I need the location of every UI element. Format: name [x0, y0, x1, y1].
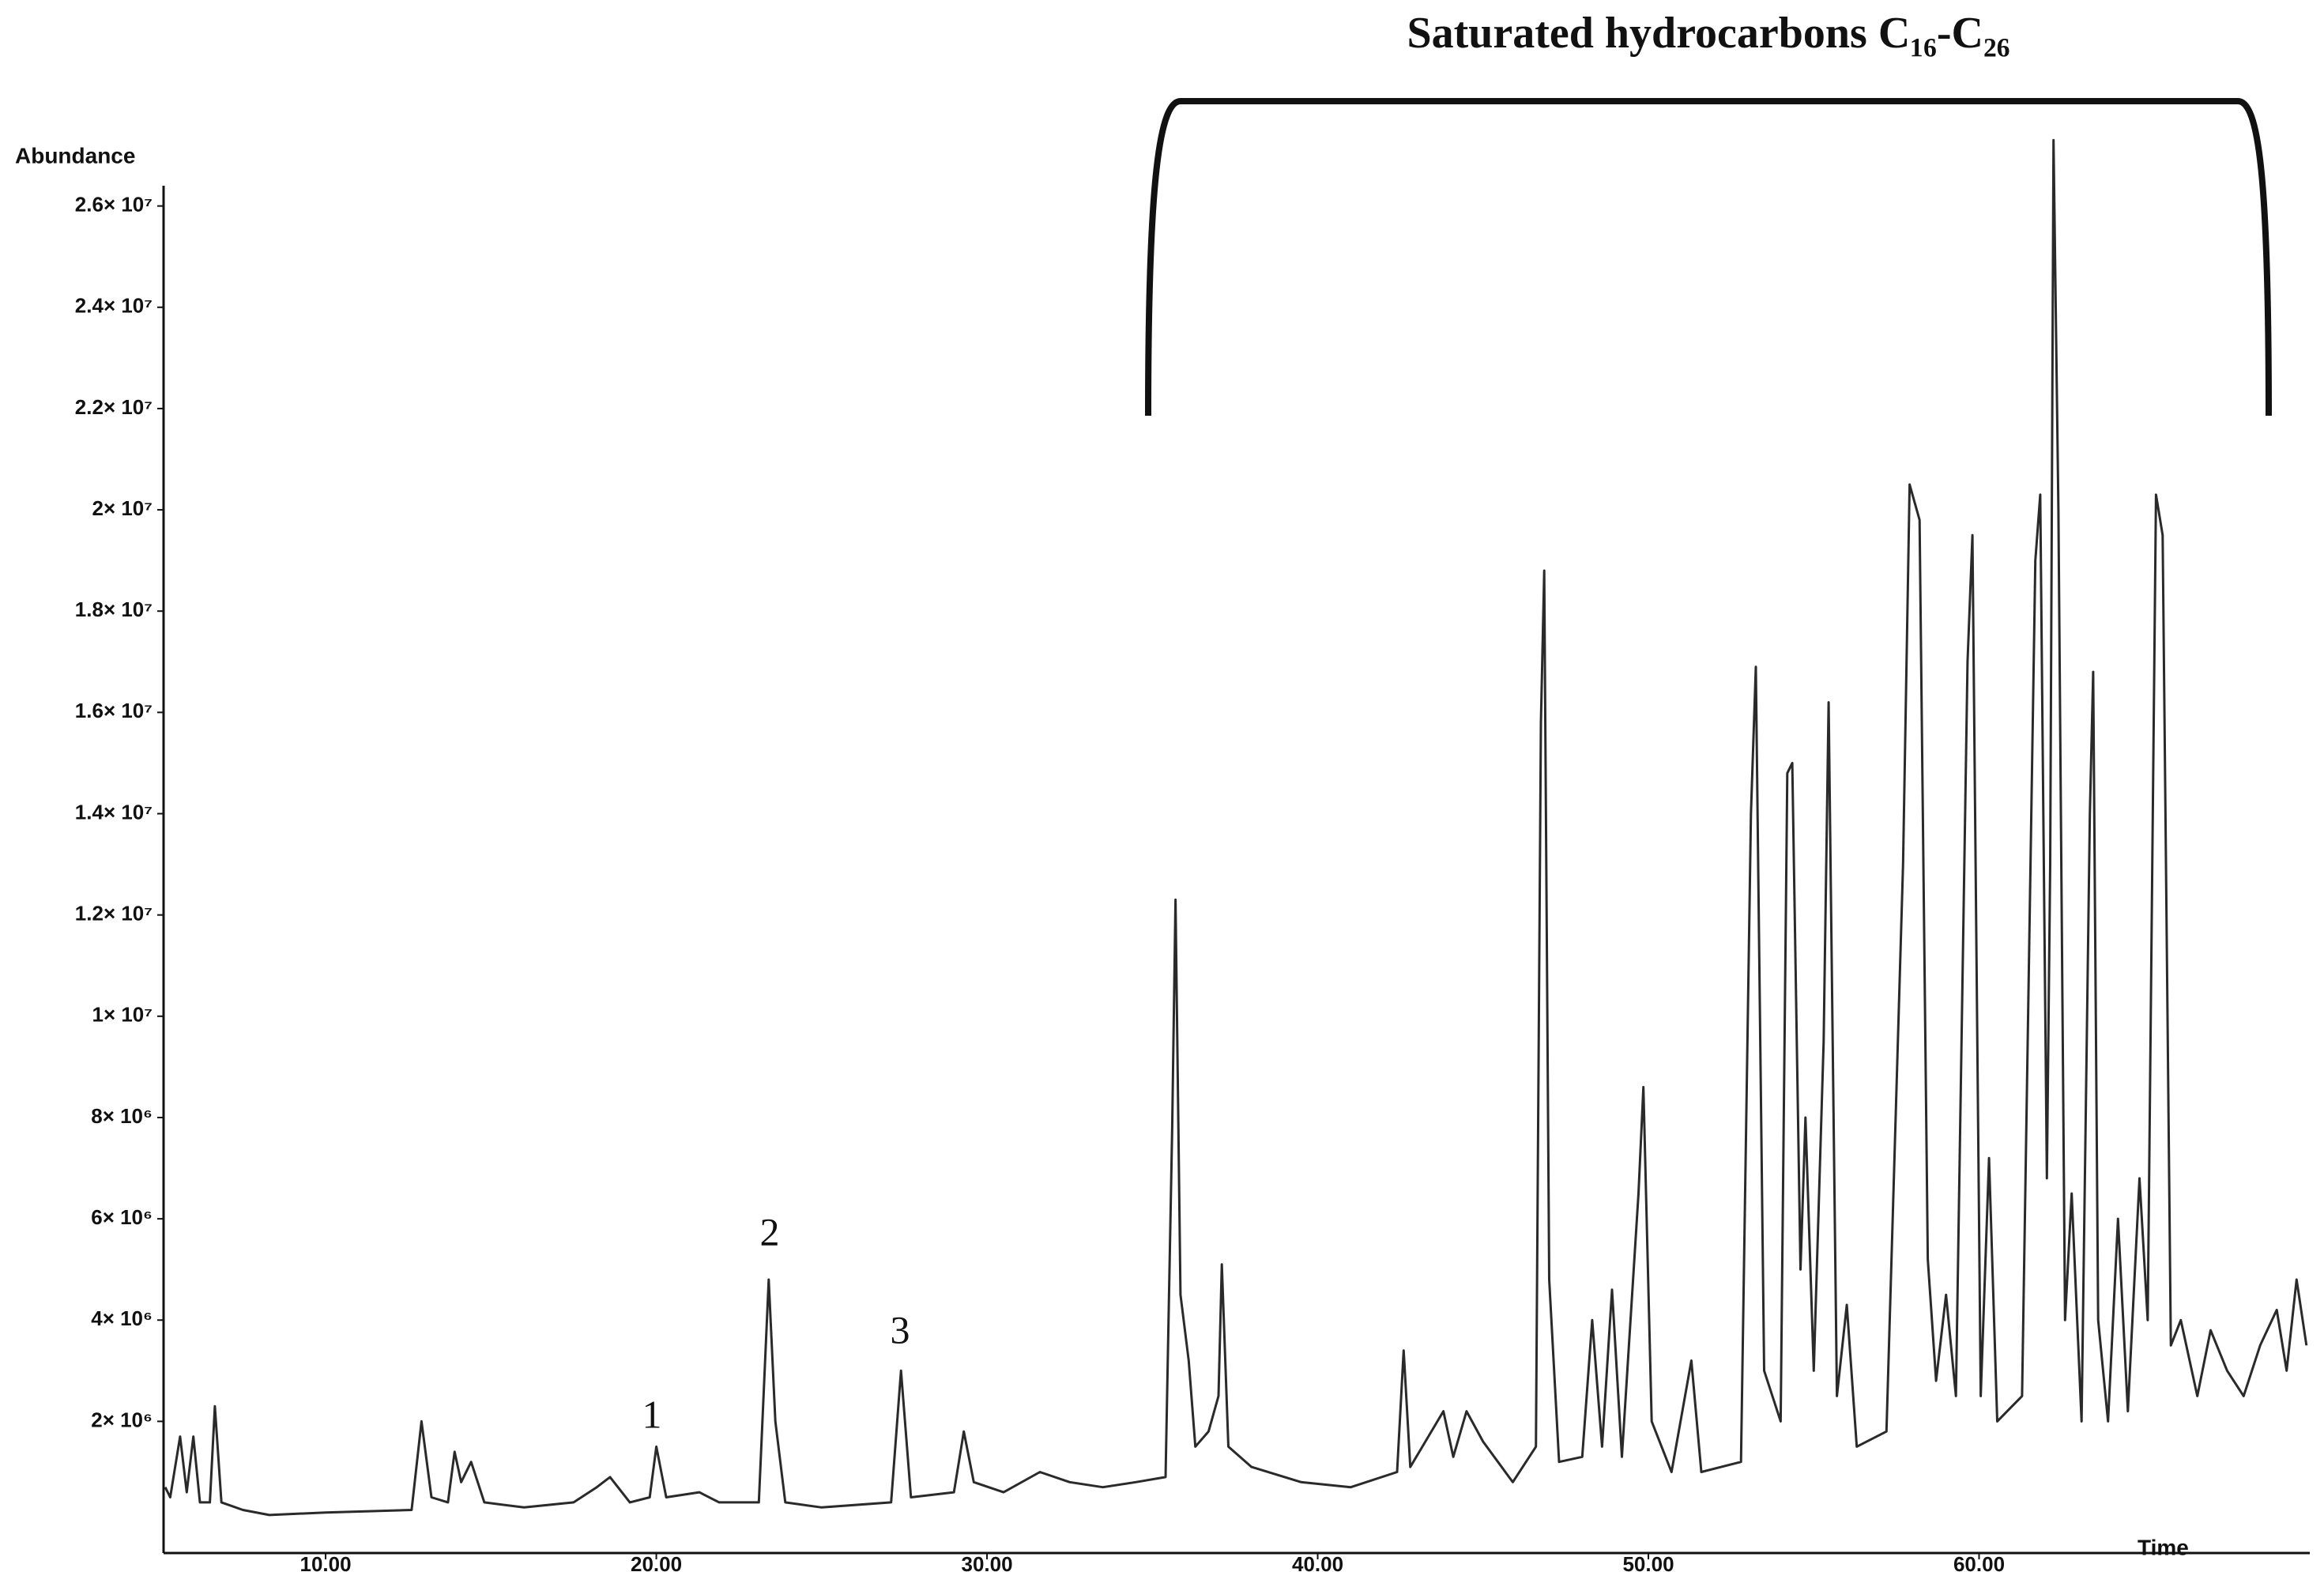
y-tick-label: 1.2× 10⁷	[75, 902, 153, 925]
y-tick-label: 2.6× 10⁷	[75, 193, 153, 217]
x-axis-label: Time	[2138, 1535, 2189, 1559]
y-tick-label: 4× 10⁶	[91, 1306, 153, 1330]
y-tick-label: 8× 10⁶	[91, 1104, 153, 1128]
x-tick-label: 40.00	[1292, 1552, 1343, 1572]
y-tick-label: 1.4× 10⁷	[75, 800, 153, 824]
y-tick-label: 2× 10⁷	[92, 496, 153, 520]
y-tick-label: 2.2× 10⁷	[75, 395, 153, 419]
chromatogram-line	[164, 138, 2308, 1517]
y-tick-label: 2× 10⁶	[91, 1408, 153, 1431]
y-tick-label: 1× 10⁷	[92, 1003, 153, 1027]
y-tick-label: 6× 10⁶	[91, 1205, 153, 1229]
y-tick-label: 2.4× 10⁷	[75, 294, 153, 318]
x-tick-label: 50.00	[1622, 1552, 1674, 1572]
x-tick-label: 30.00	[962, 1552, 1013, 1572]
chart-title: Saturated hydrocarbons C₁₆-C₂₆	[1407, 9, 2009, 58]
bracket	[1145, 98, 2272, 417]
peak-label: 1	[642, 1392, 662, 1436]
peak-label: 3	[891, 1307, 910, 1351]
y-tick-label: 1.8× 10⁷	[75, 598, 153, 621]
y-tick-label: 1.6× 10⁷	[75, 699, 153, 722]
y-axis-label: Abundance	[15, 143, 135, 168]
peak-label: 2	[760, 1209, 780, 1253]
x-tick-label: 10.00	[300, 1552, 352, 1572]
x-tick-label: 60.00	[1953, 1552, 2005, 1572]
x-tick-label: 20.00	[631, 1552, 682, 1572]
